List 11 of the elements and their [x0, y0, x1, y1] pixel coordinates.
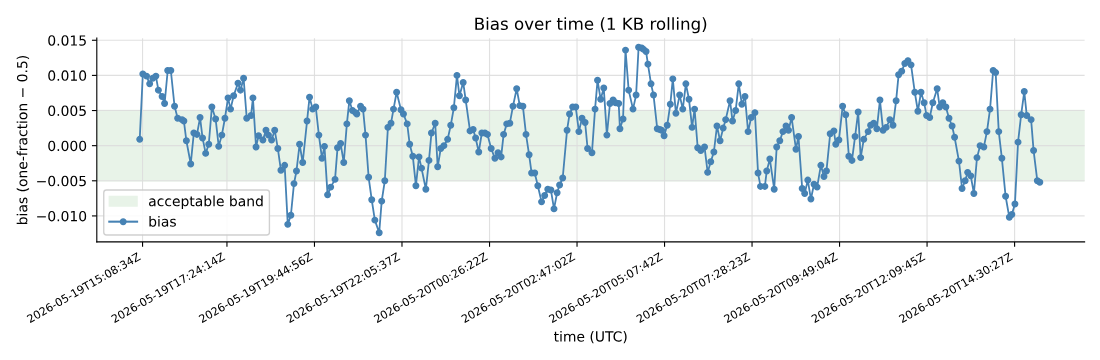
legend-label: acceptable band: [149, 195, 263, 210]
y-axis-title: bias (one-fraction − 0.5): [16, 56, 30, 224]
y-tick-label: 0.005: [48, 105, 86, 116]
y-tick-label: 0.015: [48, 35, 86, 46]
y-tick-label: 0.000: [48, 140, 87, 152]
x-axis-title: time (UTC): [553, 330, 627, 344]
legend-label: bias: [149, 215, 176, 227]
chart-title: Bias over time (1 KB rolling): [475, 17, 707, 34]
y-tick-label: 0.010: [48, 70, 87, 81]
y-tick-label: −0.010: [37, 210, 87, 222]
y-tick-label: −0.005: [37, 175, 86, 187]
